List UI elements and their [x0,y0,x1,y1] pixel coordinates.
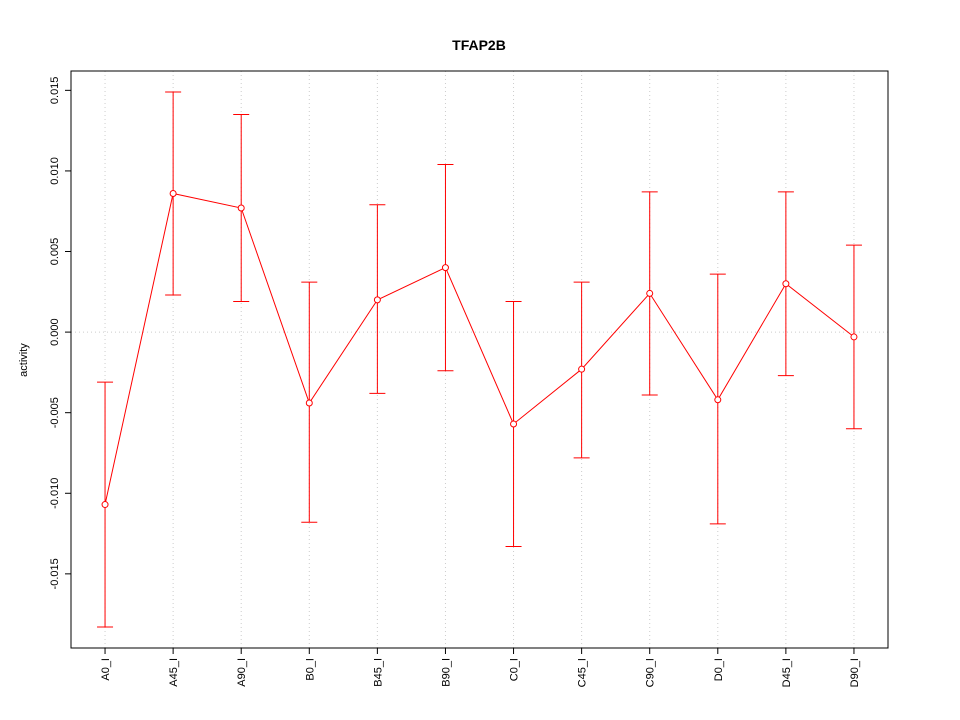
x-tick-label: D45_I [781,658,793,687]
series-line [104,192,855,505]
data-point [782,280,790,288]
x-tick-label: B0_I [304,658,316,681]
data-point [510,420,518,428]
data-point [169,189,177,197]
error-bars [97,91,862,628]
x-tick-label: D90_I [849,658,861,687]
data-point [646,289,654,297]
x-tick-label: B45_I [372,658,384,687]
data-points [101,189,858,509]
data-point [237,204,245,212]
y-tick-label: -0.010 [49,478,61,509]
x-tick-label: A0_I [100,658,112,681]
y-tick-label: -0.015 [49,558,61,589]
data-point [714,396,722,404]
y-tick-label: 0.010 [49,157,61,185]
grid [71,71,888,648]
data-point [441,264,449,272]
data-point [850,333,858,341]
x-tick-label: A90_I [236,658,248,687]
x-tick-label: D0_I [713,658,725,681]
y-axis-label: activity [18,343,30,377]
y-tick-label: 0.005 [49,238,61,266]
x-tick-label: C0_I [509,658,521,681]
plot-frame [70,70,889,649]
y-tick-label: -0.005 [49,397,61,428]
x-tick-label: A45_I [168,658,180,687]
x-axis: A0_I A45_I A90_I B0_I B45_I B90_I C0_I C45_I C90… [100,647,861,687]
data-point [373,296,381,304]
x-tick-label: C90_I [645,658,657,687]
chart-title: TFAP2B [452,37,506,53]
series-polyline [104,192,855,505]
data-point [578,365,586,373]
data-point [101,501,109,509]
y-tick-label: 0.000 [49,318,61,346]
y-axis: -0.015 -0.010 -0.005 0.000 0.005 0.010 0.015 [49,77,72,589]
data-point [305,399,313,407]
y-tick-label: 0.015 [49,77,61,105]
x-tick-label: C45_I [577,658,589,687]
x-tick-label: B90_I [440,658,452,687]
